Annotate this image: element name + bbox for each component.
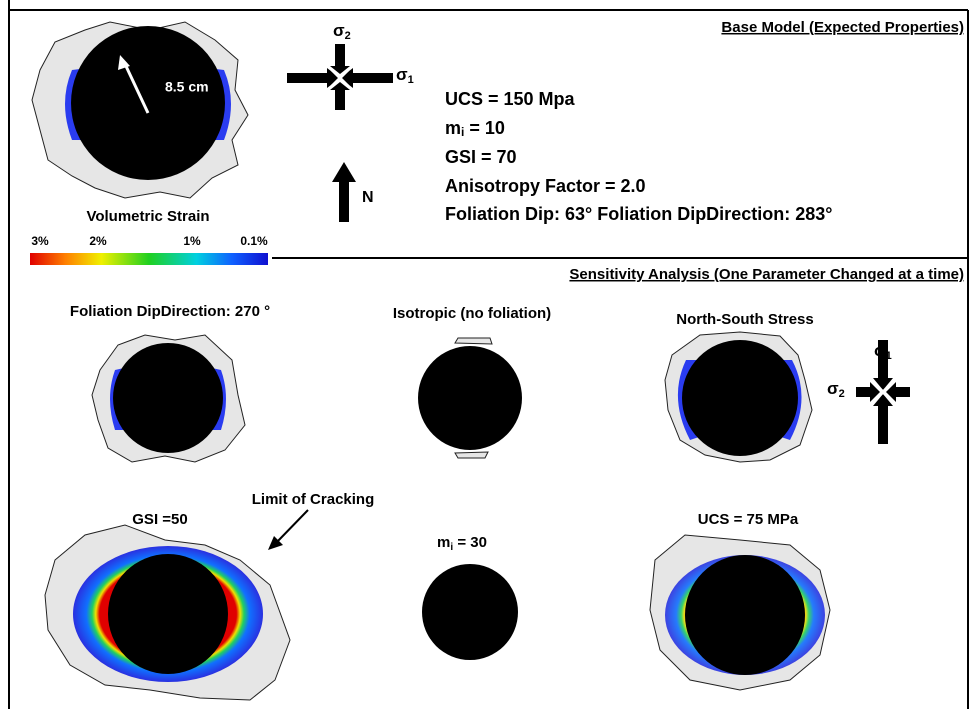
- case-label: mi = 30: [437, 534, 487, 553]
- colorbar-label: 1%: [183, 234, 201, 248]
- colorbar: Volumetric Strain 3% 2% 1% 0.1%: [30, 208, 268, 265]
- sigma1-label: σ1: [396, 65, 414, 85]
- colorbar-label: 3%: [31, 234, 49, 248]
- case-label: Isotropic (no foliation): [393, 305, 551, 322]
- sensitivity-title: Sensitivity Analysis (One Parameter Chan…: [569, 266, 964, 283]
- case-label: North-South Stress: [676, 311, 814, 328]
- foliation: Foliation Dip: 63° Foliation DipDirectio…: [445, 204, 832, 224]
- stress-symbol: σ1 σ2: [827, 340, 910, 444]
- sigma2-label: σ2: [333, 21, 351, 41]
- figure: 8.5 cm σ2 σ1 N Base Model (Expected Prop…: [0, 0, 969, 709]
- annotation: Limit of Cracking: [252, 491, 375, 508]
- colorbar-label: 2%: [89, 234, 107, 248]
- base-title: Base Model (Expected Properties): [721, 19, 964, 36]
- north-arrow: N: [332, 162, 374, 222]
- stress-symbol: σ2 σ1: [287, 21, 414, 110]
- case-label: UCS = 75 MPa: [698, 511, 799, 528]
- sigma2-label: σ2: [827, 379, 845, 399]
- ucs: UCS = 150 Mpa: [445, 89, 576, 109]
- annotation-arrow: [268, 510, 308, 550]
- mi: mi = 10: [445, 118, 505, 139]
- sigma1-label: σ1: [874, 341, 892, 361]
- colorbar-label: 0.1%: [240, 234, 268, 248]
- radius-label: 8.5 cm: [165, 79, 209, 95]
- north-label: N: [362, 189, 374, 206]
- colorbar-title: Volumetric Strain: [86, 208, 209, 225]
- gsi: GSI = 70: [445, 147, 517, 167]
- case-label: Foliation DipDirection: 270 °: [70, 303, 270, 320]
- case-label: GSI =50: [132, 511, 187, 528]
- properties: UCS = 150 Mpa mi = 10 GSI = 70 Anisotrop…: [445, 89, 832, 224]
- base-model-plot: 8.5 cm: [32, 22, 248, 198]
- anisotropy: Anisotropy Factor = 2.0: [445, 176, 646, 196]
